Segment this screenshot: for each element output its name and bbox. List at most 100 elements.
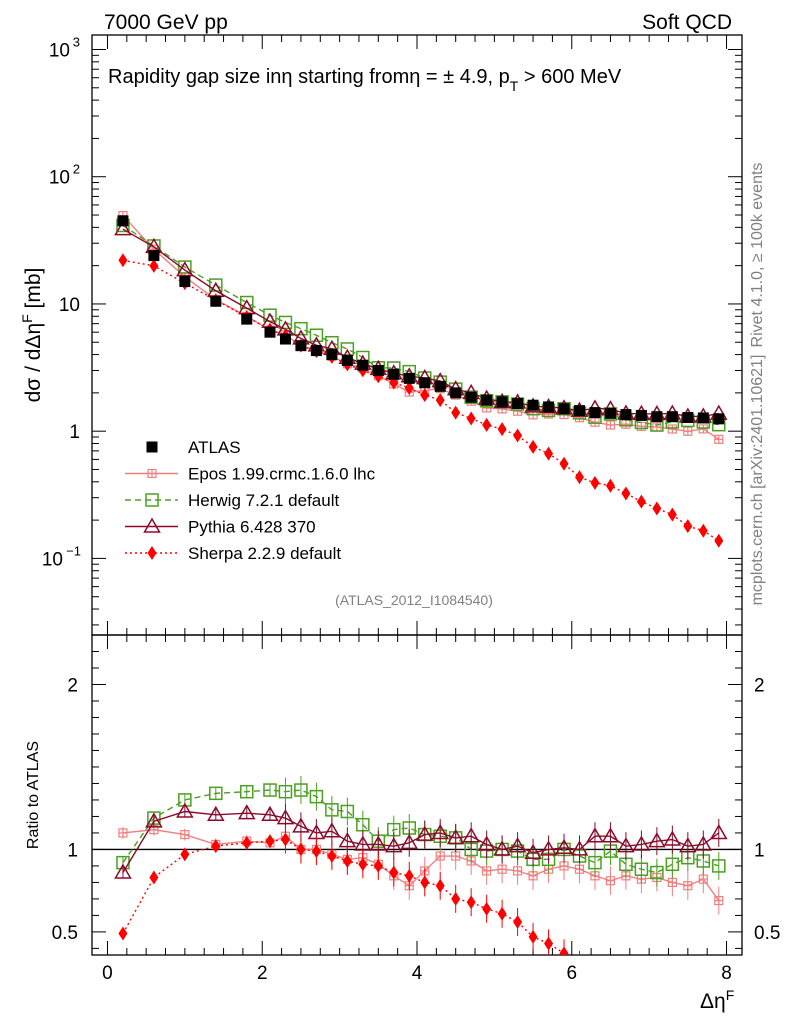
atlas-point bbox=[295, 340, 307, 352]
herwig-point bbox=[309, 328, 324, 342]
pythia-ratio-point bbox=[207, 805, 225, 822]
sherpa-point bbox=[605, 478, 615, 493]
herwig-ratio-point bbox=[240, 784, 254, 799]
herwig-ratio-point bbox=[650, 865, 664, 880]
sherpa-point bbox=[482, 417, 492, 432]
sherpa-point bbox=[652, 501, 662, 516]
atlas-point bbox=[543, 401, 555, 413]
sherpa-ratio-point bbox=[637, 973, 646, 987]
mcplots-label: mcplots.cern.ch [arXiv:2401.10621] bbox=[749, 355, 766, 606]
pythia-ratio-point bbox=[400, 833, 419, 850]
sherpa-ratio-point bbox=[118, 926, 128, 941]
energy-label: 7000 GeV pp bbox=[104, 11, 228, 34]
pythia-ratio-point bbox=[384, 837, 403, 853]
y-tick-label: 10 bbox=[49, 168, 70, 189]
legend-marker bbox=[147, 546, 157, 560]
herwig-ratio-point bbox=[634, 862, 649, 876]
pythia-ratio-point bbox=[617, 837, 635, 853]
epos-ratio-point bbox=[512, 866, 523, 876]
epos-ratio-point bbox=[451, 851, 461, 861]
epos-ratio-point bbox=[714, 895, 724, 906]
atlas-point bbox=[326, 349, 338, 361]
sherpa-ratio-point bbox=[606, 963, 615, 977]
sherpa-point bbox=[513, 428, 523, 443]
sherpa-point bbox=[683, 519, 693, 534]
sherpa-ratio-point bbox=[389, 865, 399, 880]
atlas-point bbox=[512, 398, 524, 410]
atlas-point bbox=[713, 413, 725, 425]
atlas-point bbox=[697, 412, 709, 424]
pythia-ratio-point bbox=[570, 840, 589, 856]
legend-label: Pythia 6.428 370 bbox=[188, 518, 316, 537]
herwig-ratio-point bbox=[309, 789, 324, 804]
sherpa-ratio-point bbox=[652, 976, 661, 990]
pythia-ratio-point bbox=[114, 863, 132, 879]
epos-ratio-point bbox=[180, 829, 190, 840]
sherpa-ratio-point bbox=[180, 847, 190, 862]
sherpa-ratio-point bbox=[544, 936, 554, 951]
atlas-point bbox=[450, 387, 462, 399]
ratio-tick-label: 1 bbox=[754, 840, 765, 861]
sherpa-ratio-point bbox=[668, 979, 677, 993]
sherpa-point bbox=[575, 470, 584, 485]
y-tick-label: 10 bbox=[49, 40, 70, 61]
atlas-point bbox=[666, 411, 678, 423]
herwig-ratio-point bbox=[278, 784, 293, 799]
sherpa-point bbox=[667, 507, 677, 522]
atlas-point bbox=[210, 295, 222, 307]
ratio-tick-label: 0.5 bbox=[52, 923, 78, 944]
sherpa-point bbox=[435, 393, 445, 408]
sherpa-point bbox=[621, 486, 631, 501]
pythia-ratio-point bbox=[145, 812, 163, 828]
sherpa-point bbox=[497, 422, 507, 437]
atlas-point bbox=[419, 377, 431, 389]
pythia-ratio-point bbox=[524, 843, 542, 859]
atlas-point bbox=[558, 403, 570, 415]
atlas-point bbox=[620, 409, 632, 421]
main-series bbox=[114, 210, 728, 548]
sherpa-ratio-point bbox=[265, 834, 275, 849]
epos-point bbox=[683, 426, 693, 436]
atlas-point bbox=[148, 250, 160, 262]
sherpa-point bbox=[636, 494, 646, 509]
ratio-series bbox=[114, 776, 728, 993]
ratio-y-ticks bbox=[92, 650, 742, 949]
herwig-point bbox=[294, 321, 308, 336]
pythia-point bbox=[176, 261, 194, 277]
atlas-point bbox=[481, 394, 493, 406]
epos-ratio-point bbox=[605, 876, 616, 886]
pythia-ratio-point bbox=[477, 835, 496, 851]
atlas-point bbox=[651, 411, 663, 423]
pythia-ratio-point bbox=[276, 809, 295, 825]
sherpa-point bbox=[714, 533, 724, 548]
process-label: Soft QCD bbox=[642, 11, 732, 34]
pythia-ratio-point bbox=[709, 823, 728, 840]
pythia-ratio-point bbox=[176, 802, 194, 818]
atlas-point bbox=[241, 313, 253, 325]
rivet-label: Rivet 4.1.0, ≥ 100k events bbox=[749, 163, 766, 348]
sherpa-ratio-point bbox=[342, 853, 352, 868]
herwig-ratio-point bbox=[294, 783, 308, 797]
ratio-plot-frame bbox=[91, 634, 743, 956]
y-tick-label-exp: 2 bbox=[73, 162, 80, 177]
sherpa-line bbox=[122, 259, 720, 542]
epos-point bbox=[667, 424, 677, 434]
pythia-ratio-point bbox=[493, 840, 511, 856]
epos-ratio-point bbox=[667, 877, 677, 888]
atlas-point bbox=[310, 345, 322, 357]
ratio-tick-label: 0.5 bbox=[754, 923, 780, 944]
sherpa-ratio-point bbox=[435, 878, 445, 893]
herwig-ratio-point bbox=[209, 786, 223, 801]
sherpa-ratio-point bbox=[280, 832, 290, 847]
pythia-ratio-point bbox=[601, 827, 620, 843]
atlas-point bbox=[682, 412, 694, 424]
atlas-point bbox=[388, 368, 400, 380]
pythia-ratio-point bbox=[555, 838, 573, 855]
pythia-ratio-point bbox=[663, 830, 682, 846]
x-ticks bbox=[106, 35, 728, 955]
ratio-tick-label: 2 bbox=[754, 675, 765, 696]
x-tick-label: 0 bbox=[102, 963, 113, 984]
herwig-point bbox=[278, 315, 293, 330]
sherpa-ratio-point bbox=[373, 858, 383, 873]
